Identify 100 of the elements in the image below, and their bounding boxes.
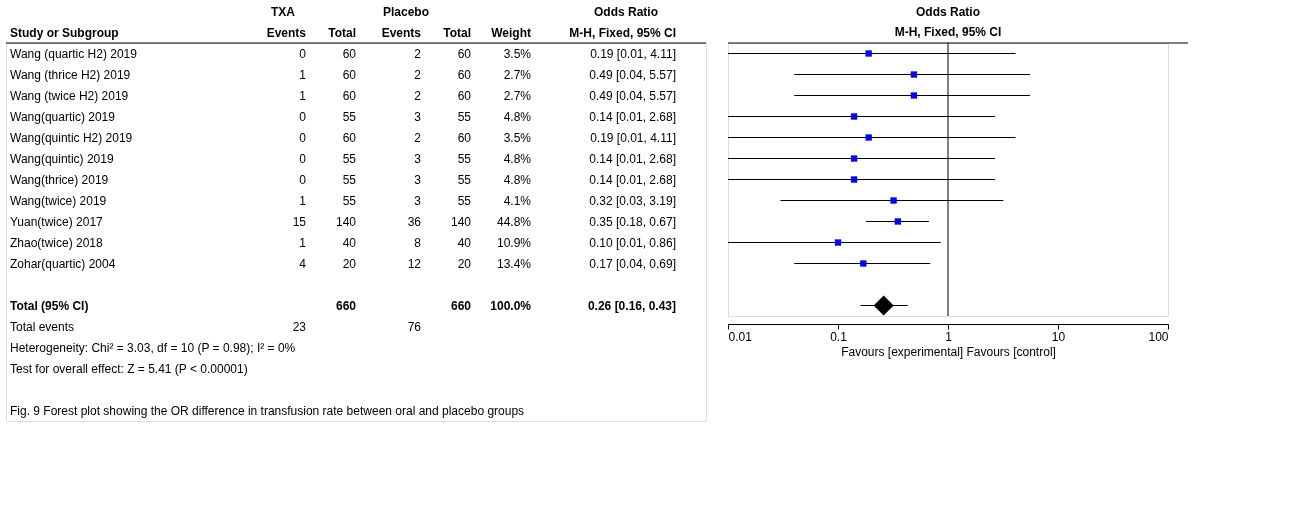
- text: 2: [414, 130, 421, 145]
- text: 0.10 [0.01, 0.86]: [589, 235, 676, 250]
- text: 0.49 [0.04, 5.57]: [589, 88, 676, 103]
- text: 3.5%: [503, 130, 531, 145]
- category-label: Total: [328, 25, 356, 40]
- text: 0.32 [0.03, 3.19]: [589, 193, 676, 208]
- text: 60: [342, 67, 356, 82]
- text: 0.14 [0.01, 2.68]: [589, 151, 676, 166]
- text: 40: [457, 235, 471, 250]
- x-tick-label: 100: [1148, 329, 1169, 344]
- text: 76: [407, 319, 421, 334]
- text: 23: [292, 319, 306, 334]
- category-label: Events: [266, 25, 307, 40]
- text: 55: [342, 151, 356, 166]
- text: 2.7%: [503, 67, 531, 82]
- text: Wang(quintic H2) 2019: [10, 130, 133, 145]
- text: 1: [299, 235, 306, 250]
- text: 3: [414, 193, 421, 208]
- text: 20: [457, 256, 471, 271]
- x-tick-label: 10: [1051, 329, 1066, 344]
- text: 0: [299, 109, 306, 124]
- text: 36: [407, 214, 421, 229]
- text: Wang (twice H2) 2019: [10, 88, 129, 103]
- text: Total (95% CI): [10, 298, 89, 313]
- text: 3: [414, 172, 421, 187]
- category-label: M-H, Fixed, 95% CI: [569, 25, 676, 40]
- text: 2: [414, 67, 421, 82]
- text: 60: [342, 130, 356, 145]
- caption: Fig. 9 Forest plot showing the OR difference in transfusion rate between oral and placebo groups: [10, 403, 525, 418]
- text: Heterogeneity: Chi² = 3.03, df = 10 (P = 0.98); I² = 0%: [10, 340, 296, 355]
- category-label: Events: [381, 25, 422, 40]
- text: 13.4%: [496, 256, 531, 271]
- text: 2.7%: [503, 88, 531, 103]
- text: 0: [299, 172, 306, 187]
- chart-subtitle: M-H, Fixed, 95% CI: [894, 24, 1002, 39]
- text: 4: [299, 256, 306, 271]
- text: 55: [342, 172, 356, 187]
- text: 3: [414, 151, 421, 166]
- text: Zhao(twice) 2018: [10, 235, 103, 250]
- text: 60: [457, 46, 471, 61]
- text: Total events: [10, 319, 75, 334]
- text: Test for overall effect: Z = 5.41 (P < 0.00001): [10, 361, 248, 376]
- text: TXA: [271, 4, 296, 19]
- x-tick-label: 0.01: [728, 329, 753, 344]
- text: 0.26 [0.16, 0.43]: [587, 298, 676, 313]
- text: 0.19 [0.01, 4.11]: [590, 46, 676, 61]
- text: Wang(thrice) 2019: [10, 172, 109, 187]
- text: 0: [299, 46, 306, 61]
- text: 0.49 [0.04, 5.57]: [589, 67, 676, 82]
- text: 15: [292, 214, 306, 229]
- text: 0: [299, 130, 306, 145]
- text: 3.5%: [503, 46, 531, 61]
- category-label: Total: [443, 25, 471, 40]
- category-label: Weight: [491, 25, 531, 40]
- text: 12: [407, 256, 421, 271]
- text: 4.8%: [503, 109, 531, 124]
- text: 1: [299, 88, 306, 103]
- text: 660: [450, 298, 471, 313]
- text: 55: [342, 193, 356, 208]
- text: Yuan(twice) 2017: [10, 214, 103, 229]
- text: 3: [414, 109, 421, 124]
- text: 60: [457, 88, 471, 103]
- text: 4.1%: [503, 193, 531, 208]
- x-tick-label: 0.1: [830, 329, 848, 344]
- text: 140: [335, 214, 356, 229]
- text: Wang (quartic H2) 2019: [10, 46, 137, 61]
- x-tick-label: 1: [945, 329, 953, 344]
- text: 0.35 [0.18, 0.67]: [589, 214, 676, 229]
- text: 1: [299, 193, 306, 208]
- chart-title: Odds Ratio: [915, 4, 981, 19]
- text: 0.14 [0.01, 2.68]: [589, 109, 676, 124]
- text: 0.19 [0.01, 4.11]: [590, 130, 676, 145]
- text: 60: [457, 130, 471, 145]
- text: Odds Ratio: [593, 4, 659, 19]
- text: 660: [335, 298, 356, 313]
- x-axis-title: Favours [experimental] Favours [control]: [841, 344, 1056, 359]
- text: 60: [457, 67, 471, 82]
- text: Wang (thrice H2) 2019: [10, 67, 131, 82]
- text: 60: [342, 46, 356, 61]
- text: 4.8%: [503, 172, 531, 187]
- text: 55: [457, 109, 471, 124]
- text: 55: [457, 172, 471, 187]
- text: 10.9%: [496, 235, 531, 250]
- category-label: Study or Subgroup: [10, 25, 119, 40]
- text: 100.0%: [490, 298, 531, 313]
- text: 55: [457, 193, 471, 208]
- text: 60: [342, 88, 356, 103]
- text: 8: [414, 235, 421, 250]
- text: Zohar(quartic) 2004: [10, 256, 116, 271]
- text: 20: [342, 256, 356, 271]
- text: 44.8%: [496, 214, 531, 229]
- text: 0.14 [0.01, 2.68]: [589, 172, 676, 187]
- text: Wang(quartic) 2019: [10, 109, 115, 124]
- text: Placebo: [382, 4, 430, 19]
- text: 2: [414, 46, 421, 61]
- text: 40: [342, 235, 356, 250]
- text: 55: [342, 109, 356, 124]
- text: 4.8%: [503, 151, 531, 166]
- text: 0.17 [0.04, 0.69]: [589, 256, 676, 271]
- text: 0: [299, 151, 306, 166]
